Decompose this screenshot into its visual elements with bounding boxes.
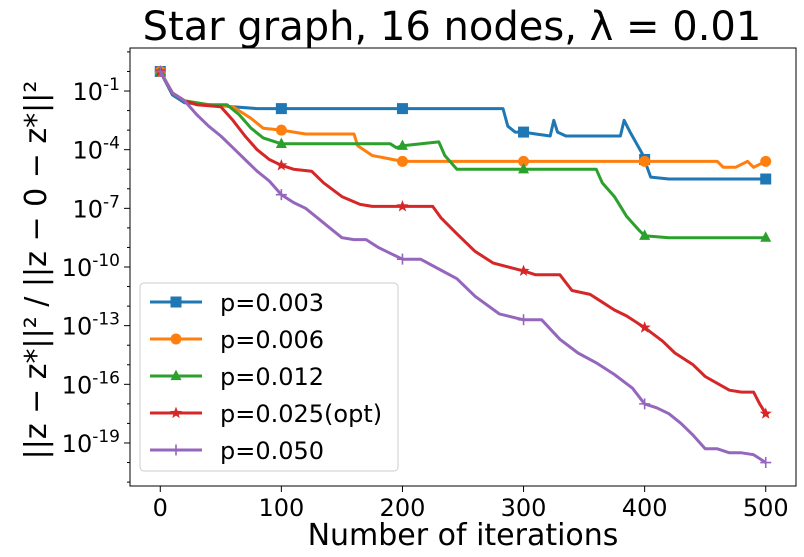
series-p=0.006 <box>154 65 772 169</box>
data-point <box>760 173 772 185</box>
y-ticks: 10-1 10-4 10-7 10-10 10-13 10-16 10-19 <box>62 51 130 483</box>
data-point <box>396 253 408 265</box>
legend-label: p=0.006 <box>220 326 324 354</box>
chart-title: Star graph, 16 nodes, λ = 0.01 <box>143 4 762 50</box>
series-line <box>158 70 767 464</box>
x-tick-label: 400 <box>622 494 668 522</box>
data-point <box>518 155 530 167</box>
series-p=0.012 <box>154 65 772 242</box>
series-line <box>158 70 767 169</box>
data-point <box>517 264 530 277</box>
y-tick-label: 10-1 <box>73 75 121 106</box>
legend-label: p=0.025(opt) <box>220 400 382 428</box>
data-point <box>275 137 287 148</box>
x-axis-label: Number of iterations <box>308 518 619 553</box>
legend-item: p=0.050 <box>150 437 324 465</box>
series-p=0.050 <box>154 65 772 469</box>
legend-marker <box>170 296 182 308</box>
data-point <box>518 314 530 326</box>
data-point <box>275 189 287 201</box>
y-tick-label: 10-16 <box>62 368 120 399</box>
x-tick-label: 100 <box>258 494 304 522</box>
data-point <box>760 457 772 469</box>
data-point <box>638 321 651 333</box>
data-point <box>760 231 772 242</box>
data-point <box>275 159 288 171</box>
data-point <box>275 124 287 136</box>
y-tick-label: 10-7 <box>73 192 121 223</box>
series-line <box>158 70 767 415</box>
data-point <box>518 126 530 138</box>
data-point <box>759 407 772 419</box>
x-tick-label: 200 <box>380 494 426 522</box>
legend-marker <box>170 444 182 456</box>
x-ticks: 0 100 200 300 400 500 <box>153 486 789 522</box>
legend-marker <box>170 369 182 381</box>
legend-marker <box>170 333 182 345</box>
legend-marker <box>169 406 183 419</box>
y-tick-label: 10-4 <box>73 134 121 165</box>
legend-label: p=0.003 <box>220 289 324 317</box>
y-tick-label: 10-13 <box>62 310 120 341</box>
y-tick-label: 10-19 <box>62 427 120 458</box>
data-point <box>396 139 408 150</box>
data-point <box>639 398 651 410</box>
data-point <box>518 162 530 174</box>
data-point <box>275 103 287 115</box>
legend-item: p=0.006 <box>150 326 324 354</box>
data-point <box>760 155 772 167</box>
data-point <box>396 155 408 167</box>
data-point <box>396 103 408 115</box>
data-point <box>639 155 651 167</box>
x-tick-label: 300 <box>501 494 547 522</box>
legend-item: p=0.003 <box>150 289 324 317</box>
x-tick-label: 500 <box>743 494 789 522</box>
legend-label: p=0.012 <box>220 363 324 391</box>
y-axis-label: ||z − z*||² / ||z − 0 − z*||² <box>19 81 54 460</box>
legend-item: p=0.025(opt) <box>150 400 382 428</box>
legend-item: p=0.012 <box>150 363 324 391</box>
legend-box <box>139 282 399 472</box>
series-layer <box>154 65 772 469</box>
series-line <box>158 70 766 240</box>
data-point <box>154 65 166 77</box>
x-tick-label: 0 <box>153 494 168 522</box>
data-point <box>396 200 409 212</box>
legend: p=0.003 p=0.006 p=0.012 p=0.025(opt) p=0.050 <box>139 282 399 472</box>
legend-label: p=0.050 <box>220 437 324 465</box>
data-point <box>639 229 651 240</box>
y-tick-label: 10-10 <box>62 251 120 282</box>
